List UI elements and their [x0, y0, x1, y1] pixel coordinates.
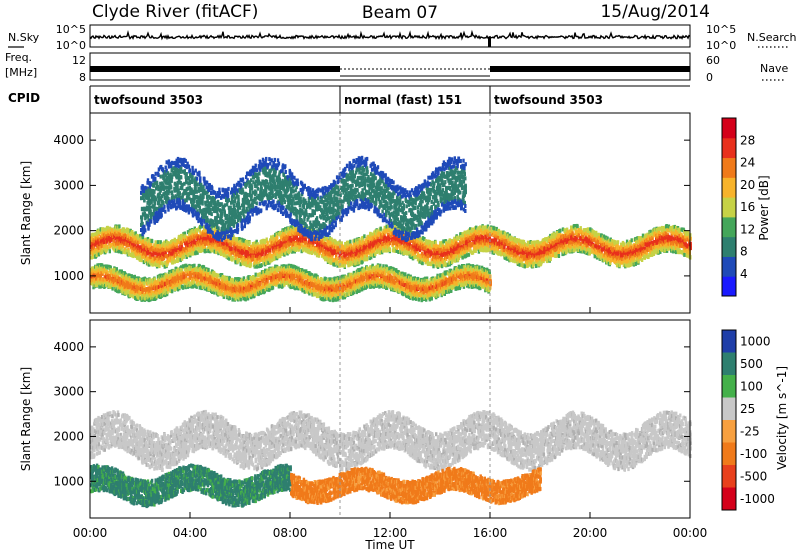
- echo-cell: [432, 264, 434, 268]
- freq-segment: [490, 66, 690, 72]
- echo-cell: [550, 257, 552, 261]
- echo-cell: [276, 236, 278, 240]
- echo-cell: [558, 254, 560, 258]
- echo-cell: [559, 229, 561, 233]
- freq-trace: [90, 66, 690, 76]
- echo-cell: [248, 241, 250, 245]
- freq-panel: Freq. [MHz] 12 8 60 0 Nave: [5, 51, 788, 84]
- freq-tick-top: 12: [72, 54, 86, 67]
- echo-cell: [238, 258, 240, 262]
- noise-panel: N.Sky 10^5 10^0 10^5 10^0 N.Search: [8, 23, 797, 52]
- echo-cell: [151, 239, 153, 243]
- echo-cell: [576, 225, 578, 229]
- echo-cell: [582, 235, 584, 239]
- echo-cell: [385, 229, 387, 233]
- nave-label: Nave: [760, 62, 788, 75]
- echo-cell: [231, 247, 233, 251]
- freq-segment: [90, 66, 340, 72]
- noise-tick-bottom-right: 10^0: [706, 39, 736, 52]
- echo-cell: [266, 241, 268, 245]
- echo-cell: [426, 255, 428, 259]
- echo-cell: [103, 240, 105, 244]
- freq-unit-label: [MHz]: [5, 66, 37, 79]
- echo-cell: [109, 249, 111, 253]
- echo-cell: [141, 258, 143, 262]
- echo-cell: [269, 248, 271, 252]
- echo-cell: [495, 238, 497, 242]
- cpid-label: CPID: [8, 91, 40, 105]
- cpid-panel: CPID twofsound 3503 normal (fast) 151 twof…: [8, 86, 690, 113]
- freq-tick-bottom: 8: [79, 71, 86, 84]
- echo-cell: [231, 251, 233, 255]
- echo-cell: [573, 248, 575, 252]
- noise-tick-top: 10^5: [56, 23, 86, 36]
- cpid-segment-label: twofsound 3503: [94, 93, 203, 107]
- cpid-segment-label: twofsound 3503: [494, 93, 603, 107]
- echo-cell: [118, 249, 120, 253]
- echo-cell: [376, 249, 378, 253]
- date-title: 15/Aug/2014: [600, 2, 710, 22]
- echo-cell: [380, 227, 382, 231]
- beam-title: Beam 07: [362, 3, 438, 23]
- noise-gap-marker: [488, 37, 491, 47]
- echo-cell: [366, 257, 368, 261]
- nsearch-label: N.Search: [747, 31, 797, 44]
- freq-label: Freq.: [5, 51, 32, 64]
- echo-cell: [128, 252, 130, 256]
- echo-cell: [231, 256, 233, 260]
- echo-cell: [442, 239, 444, 243]
- station-title: Clyde River (fitACF): [92, 2, 258, 22]
- noise-tick-bottom: 10^0: [56, 39, 86, 52]
- noise-tick-top-right: 10^5: [706, 23, 736, 36]
- echo-cell: [461, 256, 463, 260]
- echo-cell: [250, 262, 252, 266]
- plot-canvas: Clyde River (fitACF) Beam 07 15/Aug/2014…: [0, 0, 800, 554]
- noise-line: [90, 32, 690, 39]
- echo-cell: [524, 264, 526, 268]
- power-heatmap: [90, 113, 692, 313]
- echo-cell: [449, 238, 451, 242]
- nave-tick-top: 60: [706, 54, 720, 67]
- echo-cell: [389, 248, 391, 252]
- echo-cell: [363, 234, 365, 238]
- noise-trace: [90, 32, 690, 47]
- nave-tick-bottom: 0: [706, 71, 713, 84]
- echo-cell: [158, 264, 160, 268]
- echo-cell: [362, 240, 364, 244]
- echo-cell: [118, 224, 120, 228]
- echo-cell: [510, 258, 512, 262]
- echo-cell: [106, 226, 108, 230]
- cpid-segment-label: normal (fast) 151: [344, 93, 462, 107]
- cpid-segments: twofsound 3503 normal (fast) 151 twofsound…: [90, 86, 603, 113]
- echo-cell: [349, 240, 351, 244]
- nsky-label: N.Sky: [8, 31, 40, 44]
